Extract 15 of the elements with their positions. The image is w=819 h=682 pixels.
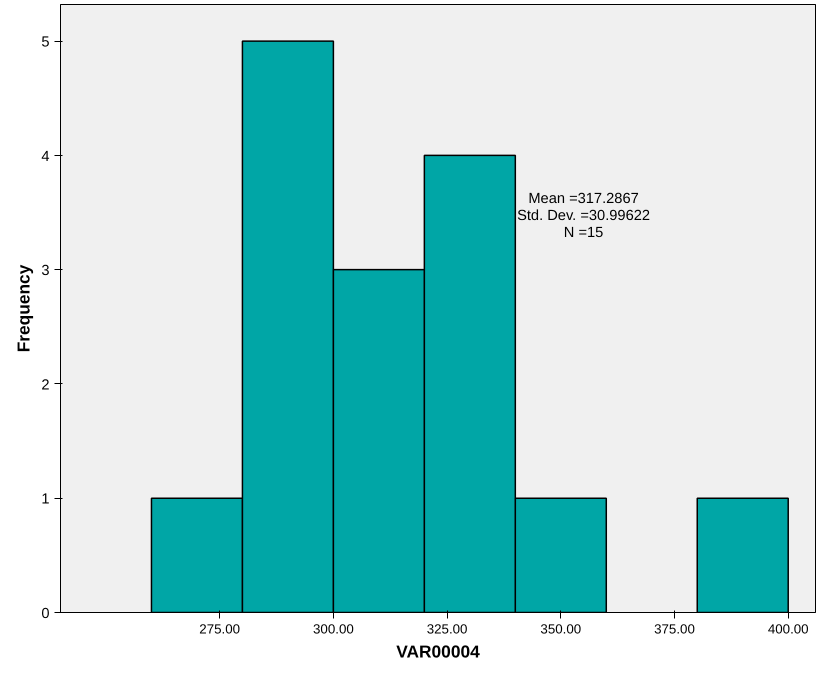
y-tick-label: 0: [41, 606, 50, 622]
y-tick-label: 1: [41, 492, 50, 508]
x-tick-label: 300.00: [313, 622, 354, 636]
x-tick-label: 275.00: [199, 622, 240, 636]
x-tick-label: 350.00: [540, 622, 582, 636]
y-tick-label: 3: [41, 263, 50, 280]
x-tick-label: 400.00: [768, 622, 809, 636]
x-tick-label: 325.00: [426, 622, 468, 636]
y-tick-label: 4: [41, 148, 50, 165]
y-tick-label: 2: [41, 377, 50, 394]
x-tick-label: 375.00: [654, 622, 695, 636]
y-axis-title: Frequency: [13, 264, 34, 352]
x-axis-title: VAR00004: [396, 642, 480, 662]
annotation: Mean =317.2867 Std. Dev. =30.99622 N =15: [517, 190, 650, 242]
y-tick-label: 5: [41, 34, 50, 51]
